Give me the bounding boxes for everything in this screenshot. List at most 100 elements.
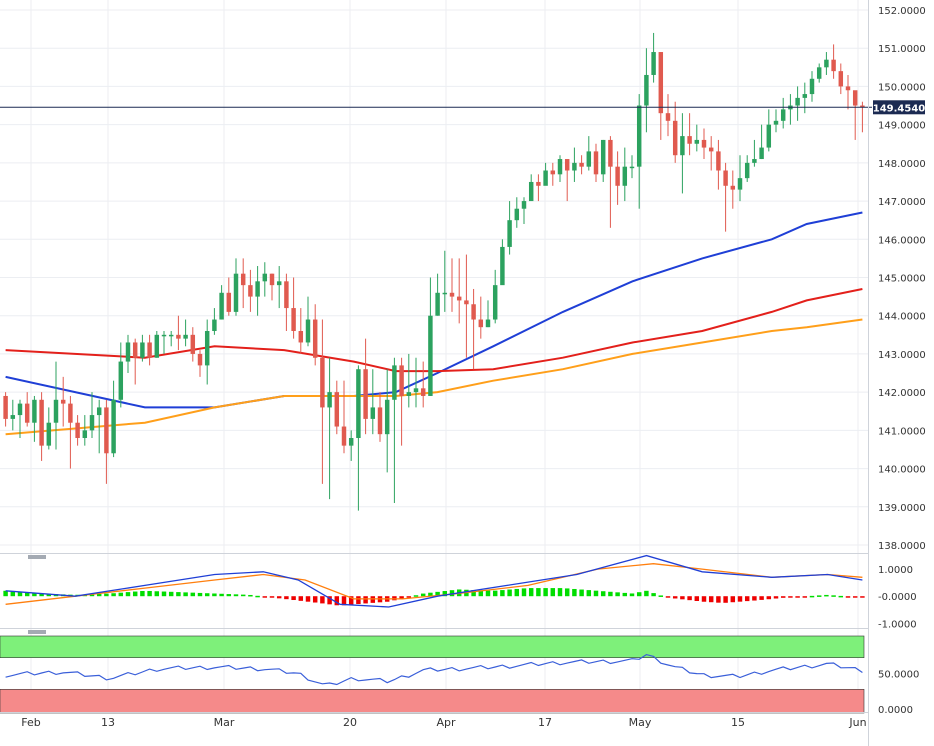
candle-body bbox=[305, 319, 311, 343]
candle-body bbox=[370, 407, 376, 419]
candle bbox=[852, 90, 858, 140]
candle-body bbox=[168, 334, 174, 337]
macd-histogram-bar bbox=[449, 590, 455, 597]
candle bbox=[392, 357, 397, 503]
candle-body bbox=[615, 166, 620, 186]
candle-body bbox=[528, 181, 534, 202]
candle bbox=[413, 357, 419, 408]
macd-histogram-bar bbox=[428, 592, 433, 597]
candle bbox=[543, 162, 548, 186]
macd-histogram-bar bbox=[802, 596, 808, 598]
candle-body bbox=[291, 308, 296, 331]
macd-line bbox=[5, 554, 863, 608]
candle-body bbox=[543, 170, 548, 186]
candle bbox=[514, 197, 520, 228]
macd-histogram-bar bbox=[111, 593, 116, 597]
candle bbox=[824, 52, 829, 75]
macd-histogram-bar bbox=[284, 596, 289, 600]
candle-body bbox=[824, 59, 829, 68]
x-tick-label: Jun bbox=[848, 716, 866, 729]
candle-body bbox=[730, 185, 736, 190]
macd-histogram-bar bbox=[557, 588, 563, 597]
macd-histogram-bar bbox=[46, 593, 52, 597]
candle-body bbox=[348, 438, 354, 446]
candle bbox=[471, 288, 476, 370]
pane-resize-handle-1[interactable] bbox=[28, 555, 46, 559]
candle-body bbox=[586, 151, 592, 167]
candle-body bbox=[492, 285, 498, 320]
y-tick-label: 149.0000 bbox=[878, 121, 926, 132]
macd-histogram-bar bbox=[500, 590, 505, 597]
macd-histogram-bar bbox=[89, 594, 95, 597]
candle bbox=[672, 101, 678, 163]
macd-histogram-bar bbox=[118, 592, 124, 597]
candle bbox=[766, 109, 772, 152]
candle-body bbox=[680, 136, 685, 156]
candle-body bbox=[658, 52, 664, 114]
macd-histogram-bar bbox=[716, 596, 721, 603]
macd-histogram-bar bbox=[723, 596, 728, 603]
x-tick-label: 20 bbox=[343, 716, 357, 729]
candle-body bbox=[140, 342, 145, 358]
candle-body bbox=[226, 292, 232, 312]
candle-body bbox=[708, 147, 714, 152]
candle-body bbox=[795, 97, 800, 106]
macd-histogram-bar bbox=[845, 596, 851, 598]
candle bbox=[17, 399, 23, 438]
macd-histogram-bar bbox=[514, 588, 520, 597]
candle bbox=[838, 63, 844, 95]
candle-body bbox=[600, 139, 606, 175]
macd-histogram-bar bbox=[204, 593, 210, 597]
macd-histogram-bar bbox=[334, 596, 340, 606]
macd-y-tick-label: -1.0000 bbox=[878, 619, 917, 630]
candle bbox=[406, 353, 412, 408]
candle bbox=[456, 258, 462, 324]
candle bbox=[528, 174, 534, 202]
candle-body bbox=[831, 59, 836, 72]
y-tick-label: 142.0000 bbox=[878, 388, 926, 399]
macd-histogram-bar bbox=[17, 591, 23, 597]
candle-body bbox=[780, 109, 786, 121]
macd-histogram-bar bbox=[780, 596, 786, 598]
y-tick-label: 138.0000 bbox=[878, 541, 926, 552]
y-tick-label: 146.0000 bbox=[878, 235, 926, 246]
candle bbox=[600, 139, 606, 182]
candle bbox=[183, 319, 188, 347]
macd-histogram-bar bbox=[586, 590, 592, 597]
candle-body bbox=[298, 331, 304, 343]
candle-body bbox=[845, 86, 851, 91]
candle-body bbox=[132, 342, 138, 358]
rsi-y-tick-label: 50.0000 bbox=[878, 670, 919, 681]
candle-body bbox=[413, 388, 419, 393]
candle bbox=[233, 258, 239, 316]
candle bbox=[478, 296, 484, 339]
candle bbox=[860, 101, 865, 133]
candle-body bbox=[75, 422, 80, 438]
macd-histogram-bar bbox=[39, 593, 44, 597]
macd-histogram-bar bbox=[32, 593, 37, 597]
pane-resize-handle-2[interactable] bbox=[28, 630, 46, 634]
macd-histogram-bar bbox=[320, 596, 325, 604]
macd-histogram-bar bbox=[766, 596, 772, 600]
candle bbox=[276, 266, 282, 309]
candle bbox=[348, 430, 354, 461]
macd-histogram-bar bbox=[478, 590, 484, 597]
y-tick-label: 151.0000 bbox=[878, 44, 926, 55]
moving-averages bbox=[5, 211, 863, 436]
macd-histogram-bar bbox=[759, 596, 764, 600]
macd-histogram-bar bbox=[176, 592, 181, 597]
candle-body bbox=[82, 430, 88, 438]
candle-body bbox=[773, 120, 779, 125]
macd-histogram-bar bbox=[629, 593, 635, 597]
candle-body bbox=[327, 392, 332, 408]
candle-body bbox=[572, 162, 577, 171]
macd-histogram-bar bbox=[240, 594, 246, 597]
candle bbox=[521, 197, 527, 224]
candle bbox=[492, 269, 498, 324]
candle-body bbox=[816, 67, 822, 79]
macd-histogram-bar bbox=[672, 596, 678, 599]
candle bbox=[96, 399, 102, 454]
y-tick-label: 139.0000 bbox=[878, 503, 926, 514]
x-tick-label: 17 bbox=[538, 716, 552, 729]
macd-histogram-bar bbox=[773, 596, 779, 599]
